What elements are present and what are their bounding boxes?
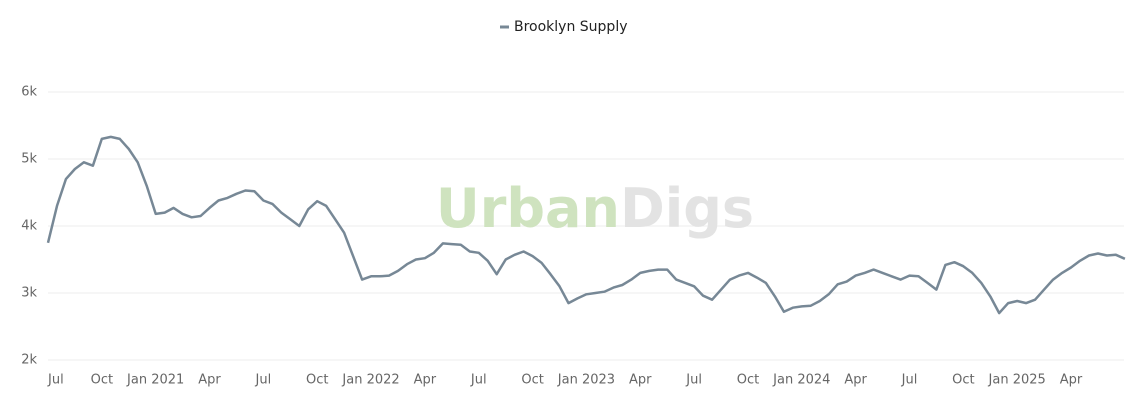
x-tick-label: Apr	[198, 373, 221, 388]
x-tick-label: Jul	[901, 373, 918, 388]
legend-label: Brooklyn Supply	[514, 19, 628, 35]
y-tick-label: 6k	[21, 85, 37, 100]
legend: Brooklyn Supply	[500, 19, 628, 35]
x-tick-label: Apr	[414, 373, 437, 388]
x-tick-label: Oct	[521, 373, 543, 388]
watermark: UrbanDigs	[436, 177, 754, 240]
x-tick-label: Jul	[47, 373, 64, 388]
y-tick-label: 3k	[21, 286, 37, 301]
series-line	[46, 135, 1126, 315]
x-tick-label: Oct	[306, 373, 328, 388]
x-tick-label: Oct	[91, 373, 113, 388]
plot: Brooklyn Supply	[46, 19, 1126, 315]
x-tick-label: Oct	[737, 373, 759, 388]
x-tick-label: Apr	[844, 373, 867, 388]
x-tick-label: Jul	[255, 373, 272, 388]
watermark-part: Digs	[620, 177, 754, 240]
y-tick-label: 2k	[21, 353, 37, 368]
x-tick-label: Jul	[685, 373, 702, 388]
x-tick-label: Jan 2022	[341, 373, 399, 388]
x-tick-label: Jan 2023	[557, 373, 615, 388]
x-tick-label: Apr	[1060, 373, 1083, 388]
x-tick-label: Oct	[952, 373, 974, 388]
y-tick-label: 5k	[21, 152, 37, 167]
x-tick-label: Jan 2024	[772, 373, 830, 388]
x-tick-label: Jul	[470, 373, 487, 388]
x-tick-label: Apr	[629, 373, 652, 388]
x-tick-label: Jan 2025	[988, 373, 1046, 388]
x-tick-label: Jan 2021	[126, 373, 184, 388]
y-tick-label: 4k	[21, 219, 37, 234]
watermark-part: Urban	[436, 177, 620, 240]
